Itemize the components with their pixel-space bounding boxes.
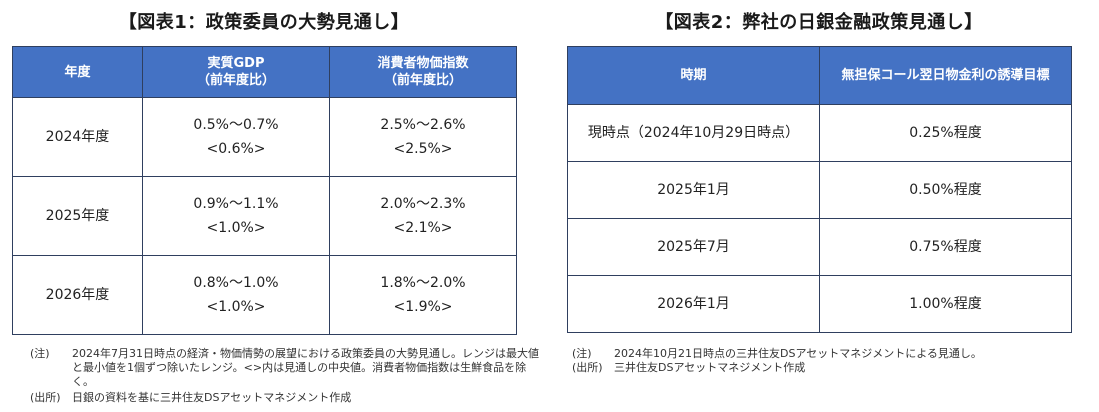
gdp-cell: 0.5%～0.7% <0.6%> [142, 97, 330, 177]
table2-notes: (注) 2024年10月21日時点の三井住友DSアセットマネジメントによる見通し… [572, 347, 1072, 375]
table1-notes: (注) 2024年7月31日時点の経済・物価情勢の展望における政策委員の大勢見通… [30, 347, 540, 405]
source-text: 日銀の資料を基に三井住友DSアセットマネジメント作成 [72, 391, 352, 404]
table-row: 2024年度 0.5%～0.7% <0.6%> 2.5%～2.6% <2.5%> [12, 97, 517, 177]
rate-cell: 0.50%程度 [819, 161, 1072, 219]
rate-cell: 1.00%程度 [819, 275, 1072, 333]
period-cell: 2026年1月 [567, 275, 820, 333]
header-gdp: 実質GDP （前年度比） [142, 46, 330, 98]
table-row: 2025年1月 0.50%程度 [567, 161, 1072, 219]
table-row: 2025年7月 0.75%程度 [567, 218, 1072, 276]
header-year: 年度 [12, 46, 143, 98]
rate-cell: 0.75%程度 [819, 218, 1072, 276]
note-text: 2024年10月21日時点の三井住友DSアセットマネジメントによる見通し。 [614, 347, 982, 360]
table1-title: 【図表1：政策委員の大勢見通し】 [118, 12, 410, 33]
header-period: 時期 [567, 46, 820, 105]
gdp-range: 0.9%～1.1% [193, 196, 279, 212]
cpi-cell: 1.8%～2.0% <1.9%> [329, 255, 517, 335]
cpi-range: 2.5%～2.6% [380, 117, 466, 133]
table-row: 2026年1月 1.00%程度 [567, 275, 1072, 333]
note-label: (注) [30, 347, 50, 360]
table-header-row: 年度 実質GDP （前年度比） 消費者物価指数 （前年度比） [12, 46, 517, 98]
cpi-range: 2.0%～2.3% [380, 196, 466, 212]
boj-policy-outlook-table: 時期 無担保コール翌日物金利の誘導目標 現時点（2024年10月29日時点） 0… [567, 46, 1072, 333]
table2-title: 【図表2：弊社の日銀金融政策見通し】 [655, 12, 983, 33]
cpi-cell: 2.5%～2.6% <2.5%> [329, 97, 517, 177]
note-line: (注) 2024年7月31日時点の経済・物価情勢の展望における政策委員の大勢見通… [30, 347, 540, 389]
cpi-range: 1.8%～2.0% [380, 275, 466, 291]
table-row: 2025年度 0.9%～1.1% <1.0%> 2.0%～2.3% <2.1%> [12, 176, 517, 256]
note-text: 2024年7月31日時点の経済・物価情勢の展望における政策委員の大勢見通し。レン… [72, 347, 539, 388]
gdp-cell: 0.9%～1.1% <1.0%> [142, 176, 330, 256]
cpi-median: <1.9%> [393, 299, 453, 315]
gdp-cell: 0.8%～1.0% <1.0%> [142, 255, 330, 335]
cpi-median: <2.1%> [393, 220, 453, 236]
table-row: 現時点（2024年10月29日時点） 0.25%程度 [567, 104, 1072, 162]
source-label: (出所) [30, 391, 61, 404]
gdp-median: <1.0%> [206, 299, 266, 315]
cpi-cell: 2.0%～2.3% <2.1%> [329, 176, 517, 256]
source-line: (出所) 日銀の資料を基に三井住友DSアセットマネジメント作成 [30, 391, 540, 405]
period-cell: 2025年1月 [567, 161, 820, 219]
rate-cell: 0.25%程度 [819, 104, 1072, 162]
year-cell: 2024年度 [12, 97, 143, 177]
source-label: (出所) [572, 361, 603, 374]
note-label: (注) [572, 347, 592, 360]
source-text: 三井住友DSアセットマネジメント作成 [614, 361, 806, 374]
header-cpi: 消費者物価指数 （前年度比） [329, 46, 517, 98]
policy-board-forecast-table: 年度 実質GDP （前年度比） 消費者物価指数 （前年度比） 2024年度 0.… [12, 46, 517, 335]
source-line: (出所) 三井住友DSアセットマネジメント作成 [572, 361, 1072, 375]
cpi-median: <2.5%> [393, 141, 453, 157]
gdp-range: 0.5%～0.7% [193, 117, 279, 133]
gdp-median: <0.6%> [206, 141, 266, 157]
year-cell: 2025年度 [12, 176, 143, 256]
header-rate-target: 無担保コール翌日物金利の誘導目標 [819, 46, 1072, 105]
period-cell: 2025年7月 [567, 218, 820, 276]
table-row: 2026年度 0.8%～1.0% <1.0%> 1.8%～2.0% <1.9%> [12, 255, 517, 335]
gdp-range: 0.8%～1.0% [193, 275, 279, 291]
gdp-median: <1.0%> [206, 220, 266, 236]
note-line: (注) 2024年10月21日時点の三井住友DSアセットマネジメントによる見通し… [572, 347, 1072, 361]
year-cell: 2026年度 [12, 255, 143, 335]
table-header-row: 時期 無担保コール翌日物金利の誘導目標 [567, 46, 1072, 105]
period-cell: 現時点（2024年10月29日時点） [567, 104, 820, 162]
